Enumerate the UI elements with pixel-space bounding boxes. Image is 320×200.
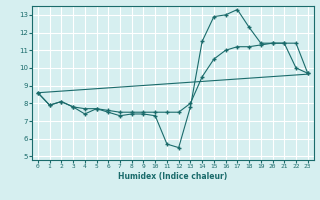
X-axis label: Humidex (Indice chaleur): Humidex (Indice chaleur) <box>118 172 228 181</box>
